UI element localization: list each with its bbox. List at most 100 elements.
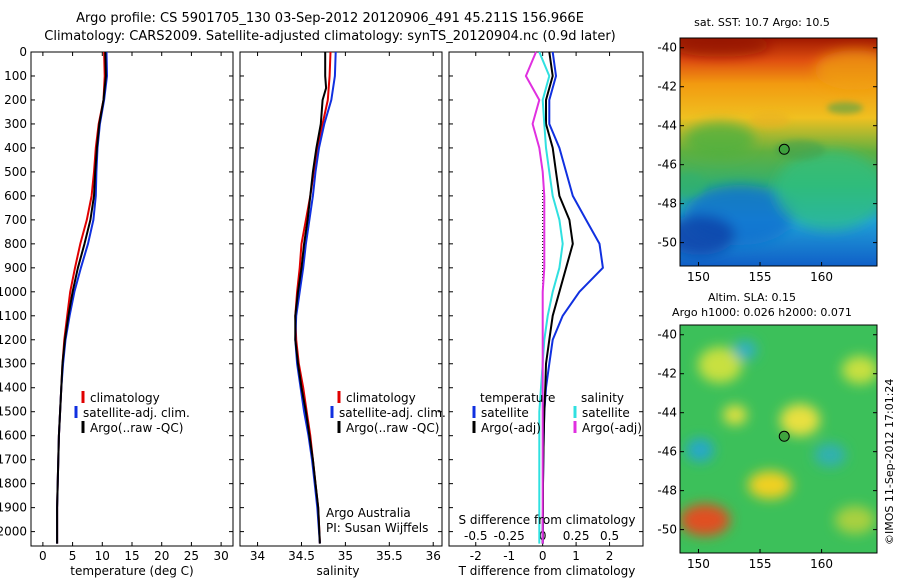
s-tick-label: 0.5 [600, 529, 619, 543]
series-line-salinity-argo-adj- [524, 51, 546, 544]
series-line-argo-raw-qc- [56, 51, 107, 544]
x-tick-label: 20 [154, 549, 169, 563]
depth-tick-label: 1100 [0, 309, 27, 323]
map-y-tick-label: -46 [657, 445, 677, 459]
map-y-tick-label: -48 [657, 197, 677, 211]
depth-tick-label: 400 [4, 141, 27, 155]
map-x-tick-label: 155 [749, 270, 772, 284]
salinity-xlabel: salinity [316, 564, 359, 578]
depth-tick-label: 600 [4, 189, 27, 203]
depth-tick-label: 1000 [0, 285, 27, 299]
institution-label: Argo Australia [326, 506, 411, 520]
x-tick-label: 10 [95, 549, 110, 563]
series-line-temperature-argo-adj- [541, 51, 574, 544]
series-line-satellite-adj-clim- [294, 51, 337, 544]
title-line-2: Climatology: CARS2009. Satellite-adjuste… [44, 29, 616, 44]
x-tick-label: 35 [338, 549, 353, 563]
map-y-tick-label: -42 [657, 80, 677, 94]
temperature-xlabel: temperature (deg C) [70, 564, 193, 578]
x-tick-label: 15 [124, 549, 139, 563]
legend-label-climatology: climatology [90, 391, 160, 405]
difference-legend: temperature satellite Argo(-adj) salinit… [472, 391, 642, 435]
map-x-tick-label: 160 [810, 557, 833, 571]
depth-tick-label: 100 [4, 69, 27, 83]
x-tick-label: 36 [426, 549, 441, 563]
x-tick-label: -2 [470, 549, 482, 563]
pi-label: PI: Susan Wijffels [326, 521, 428, 535]
salinity-legend: climatology satellite-adj. clim. Argo(..… [330, 391, 446, 435]
depth-tick-label: 500 [4, 165, 27, 179]
sla-map-frame [679, 324, 878, 554]
series-line-climatology [56, 51, 106, 544]
difference-panel: -2 -1 0 1 2-0.5 -0.25 0 0.25 0.5 [448, 51, 644, 563]
sla-map-image [680, 325, 877, 553]
map-x-tick-label: 150 [687, 557, 710, 571]
depth-tick-label: 900 [4, 261, 27, 275]
sla-map-title-1: Altim. SLA: 0.15 [708, 291, 796, 304]
copyright-side-label: ©IMOS 11-Sep-2012 17:01:24 [883, 379, 896, 545]
x-tick-label: 34 [250, 549, 265, 563]
legend-label-argo: Argo(..raw -QC) [346, 421, 439, 435]
difference-xlabel: T difference from climatology [458, 564, 636, 578]
depth-tick-label: 300 [4, 117, 27, 131]
depth-tick-label: 1300 [0, 357, 27, 371]
map-x-tick-label: 150 [687, 270, 710, 284]
map-x-tick-label: 155 [749, 557, 772, 571]
temperature-axes-frame [30, 51, 234, 547]
x-tick-label: 1 [572, 549, 580, 563]
depth-tick-label: 800 [4, 237, 27, 251]
map-y-tick-label: -44 [657, 406, 677, 420]
salinity-axes-frame [239, 51, 443, 547]
map-y-tick-label: -44 [657, 119, 677, 133]
sst-map-image [680, 38, 877, 266]
s-tick-label: 0.25 [563, 529, 590, 543]
map-y-tick-label: -40 [657, 328, 677, 342]
depth-tick-label: 1900 [0, 501, 27, 515]
temperature-legend: climatology satellite-adj. clim. Argo(..… [74, 391, 190, 435]
sst-map-frame [679, 37, 878, 267]
depth-tick-label: 1400 [0, 381, 27, 395]
depth-tick-label: 1200 [0, 333, 27, 347]
x-tick-label: 35.5 [376, 549, 403, 563]
depth-tick-label: 1800 [0, 477, 27, 491]
legend-label-sal-satellite: satellite [582, 406, 630, 420]
map-y-tick-label: -46 [657, 158, 677, 172]
difference-axes-frame [448, 51, 644, 547]
map-y-tick-label: -50 [657, 523, 677, 537]
depth-axis: 0 100 200 300 400 500 600 700 800 900 1000 1100 1200… [0, 45, 643, 539]
s-tick-label: -0.25 [494, 529, 525, 543]
sla-map-axes: 150 155 160 -40 -42 -44 -46 -48 -50 [657, 328, 877, 571]
title-line-1: Argo profile: CS 5901705_130 03-Sep-2012… [76, 11, 584, 26]
x-tick-label: -1 [503, 549, 515, 563]
depth-tick-label: 0 [19, 45, 27, 59]
depth-tick-label: 1600 [0, 429, 27, 443]
map-y-tick-label: -40 [657, 41, 677, 55]
x-tick-label: 2 [606, 549, 614, 563]
sla-map-title-2: Argo h1000: 0.026 h2000: 0.071 [672, 306, 852, 319]
depth-tick-label: 700 [4, 213, 27, 227]
legend-label-argo: Argo(..raw -QC) [90, 421, 183, 435]
x-tick-label: 5 [69, 549, 77, 563]
map-y-tick-label: -48 [657, 484, 677, 498]
difference-xlabel-top: S difference from climatology [459, 513, 636, 527]
temperature-panel: 0 5 10 15 20 25 30 [30, 51, 234, 563]
map-y-tick-label: -50 [657, 236, 677, 250]
depth-tick-label: 1700 [0, 453, 27, 467]
sst-map-axes: 150 155 160 -40 -42 -44 -46 -48 -50 [657, 41, 877, 284]
depth-tick-label: 200 [4, 93, 27, 107]
sst-argo-marker [778, 143, 790, 155]
map-y-tick-label: -42 [657, 367, 677, 381]
x-tick-label: 34.5 [288, 549, 315, 563]
legend-title-temperature: temperature [480, 391, 555, 405]
legend-label-satellite: satellite-adj. clim. [339, 406, 446, 420]
legend-label-temp-satellite: satellite [481, 406, 529, 420]
depth-tick-label: 2000 [0, 525, 27, 539]
sla-argo-marker [778, 430, 790, 442]
sst-map-title: sat. SST: 10.7 Argo: 10.5 [694, 16, 830, 29]
x-tick-label: 25 [184, 549, 199, 563]
legend-title-salinity: salinity [581, 391, 624, 405]
series-line-salinity-satellite [538, 51, 564, 544]
s-tick-label: -0.5 [464, 529, 487, 543]
salinity-panel: 34 34.5 35 35.5 36 [239, 51, 443, 563]
legend-label-climatology: climatology [346, 391, 416, 405]
